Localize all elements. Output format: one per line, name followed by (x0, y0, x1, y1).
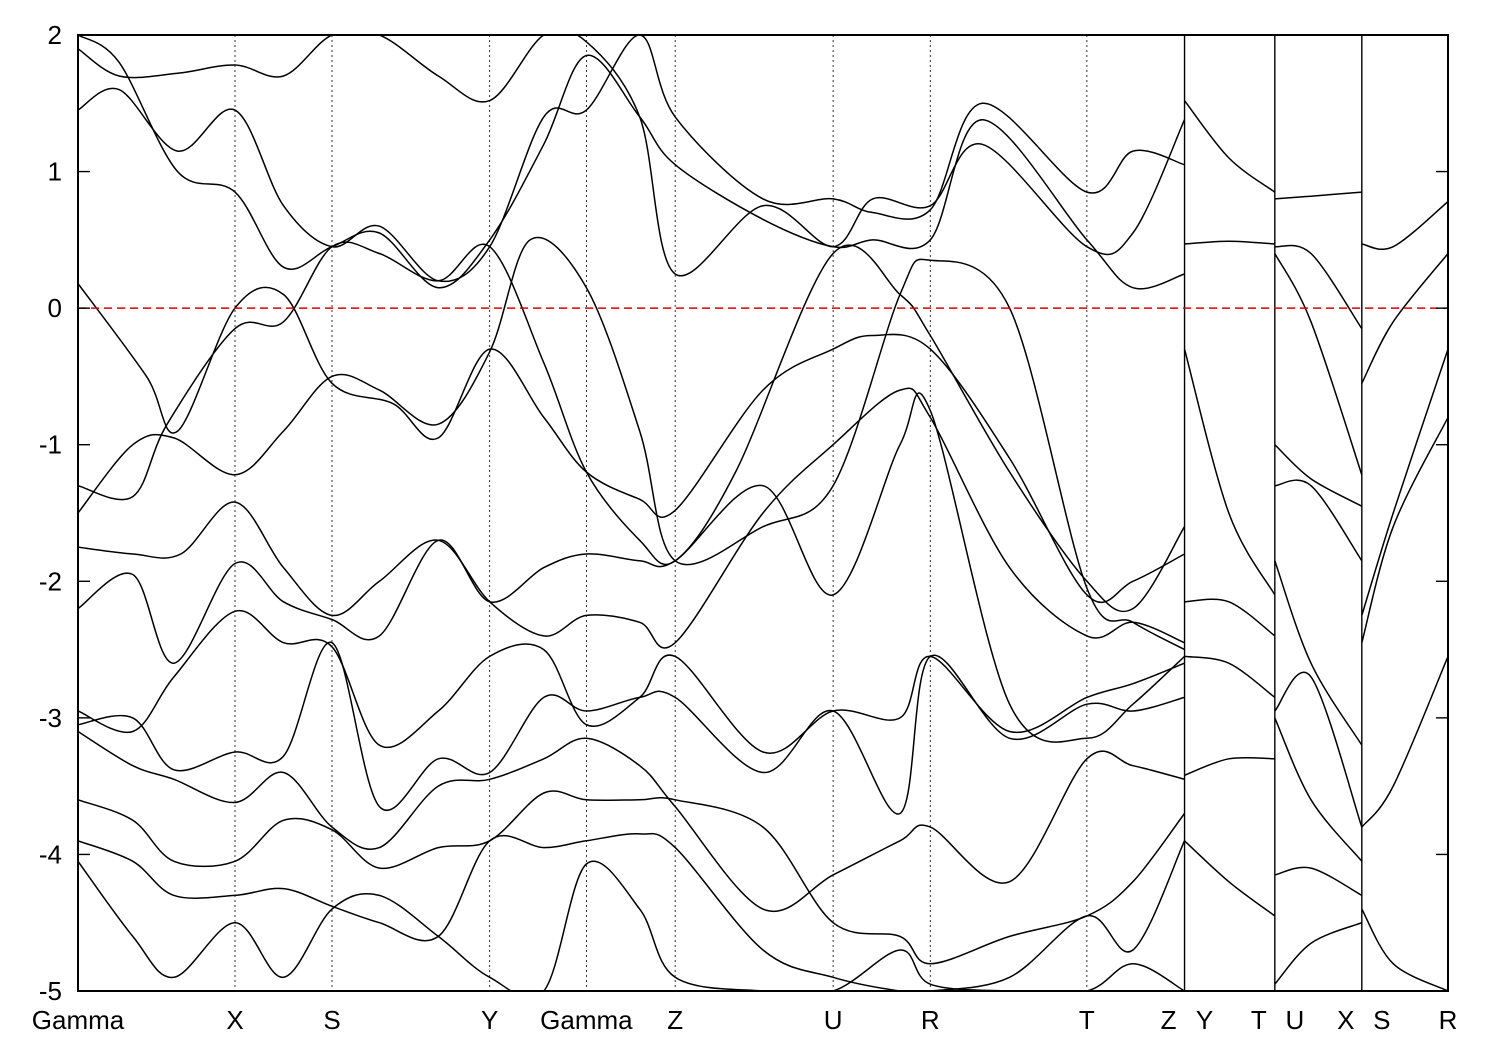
kpoint-label: T (1079, 1005, 1095, 1035)
band-line-37 (1361, 908, 1448, 991)
band-line-11 (78, 860, 1185, 991)
band-line-24 (1274, 253, 1363, 476)
kpoint-label: U (824, 1005, 843, 1035)
band-line-8 (78, 730, 1185, 912)
band-line-28 (1274, 671, 1363, 828)
band-line-26 (1274, 479, 1363, 562)
kpoint-label: Z (667, 1005, 683, 1035)
band-line-34 (1361, 348, 1448, 616)
band-line-33 (1361, 253, 1448, 384)
band-line-25 (1274, 444, 1363, 507)
y-tick-label: -5 (39, 976, 62, 1006)
band-line-12 (78, 35, 1185, 283)
band-line-32 (1361, 201, 1448, 251)
kpoint-label: S (323, 1005, 340, 1035)
band-line-19 (1184, 655, 1276, 698)
band-line-5 (78, 392, 1186, 743)
y-tick-label: -2 (39, 566, 62, 596)
band-line-35 (1361, 417, 1448, 643)
band-line-7 (78, 641, 1185, 815)
band-line-22 (1274, 191, 1362, 200)
band-line-16 (1184, 240, 1275, 245)
kpoint-label: Gamma (32, 1005, 125, 1035)
band-line-9 (78, 790, 1186, 965)
kpoint-label: X (1337, 1005, 1354, 1035)
band-line-4 (78, 387, 1185, 649)
band-line-10 (78, 832, 1186, 991)
series-layer (78, 35, 1448, 991)
band-line-14 (78, 35, 1186, 277)
band-line-29 (1274, 717, 1363, 862)
kpoint-label: Gamma (540, 1005, 633, 1035)
band-line-15 (1183, 100, 1276, 193)
grid-layer (234, 35, 1363, 991)
kpoint-label: R (921, 1005, 940, 1035)
band-line-3 (78, 236, 1185, 651)
kpoint-label: S (1373, 1005, 1390, 1035)
y-tick-label: 0 (48, 293, 62, 323)
band-line-23 (1274, 244, 1363, 330)
kpoint-label: Y (481, 1005, 498, 1035)
kpoint-label: U (1285, 1005, 1304, 1035)
band-line-31 (1274, 922, 1363, 985)
kpoint-label: Y (1196, 1005, 1213, 1035)
kpoint-label: X (226, 1005, 243, 1035)
plot-frame (77, 34, 1449, 992)
band-line-6 (78, 609, 1185, 754)
band-line-36 (1361, 656, 1448, 828)
band-line-27 (1274, 560, 1363, 746)
band-line-30 (1274, 866, 1363, 897)
y-tick-label: -4 (39, 839, 62, 869)
kpoint-label: T (1251, 1005, 1267, 1035)
kpoint-label: Z (1161, 1005, 1177, 1035)
band-line-21 (1183, 840, 1276, 917)
band-line-20 (1184, 756, 1275, 776)
y-tick-label: 1 (48, 157, 62, 187)
band-line-2 (78, 241, 1186, 613)
y-tick-label: -3 (39, 703, 62, 733)
band-line-18 (1184, 598, 1276, 637)
axis-layer (77, 34, 1449, 992)
y-tick-label: 2 (48, 20, 62, 50)
kpoint-label: R (1439, 1005, 1458, 1035)
y-tick-label: -1 (39, 430, 62, 460)
band-line-13 (78, 35, 1185, 290)
band-line-17 (1183, 348, 1276, 596)
